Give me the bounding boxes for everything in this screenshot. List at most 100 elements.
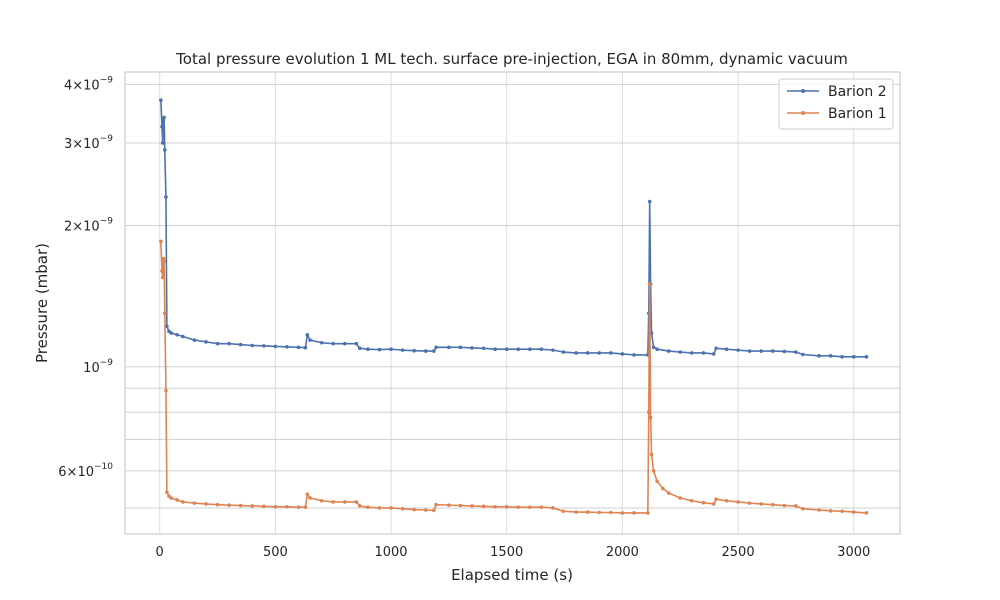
legend-label-barion-2: Barion 2	[828, 84, 887, 100]
data-point-barion-2	[354, 341, 359, 346]
data-point-barion-2	[864, 355, 869, 359]
data-point-barion-2	[666, 349, 671, 353]
data-point-barion-1	[647, 282, 652, 286]
data-point-barion-1	[319, 498, 324, 503]
data-point-barion-2	[192, 338, 197, 342]
data-point-barion-1	[655, 479, 659, 484]
data-point-barion-1	[160, 269, 164, 273]
y-axis-label: Pressure (mbar)	[33, 243, 51, 363]
data-point-barion-2	[632, 353, 636, 357]
data-point-barion-2	[597, 351, 602, 355]
data-point-barion-1	[303, 505, 308, 509]
data-point-barion-2	[227, 341, 231, 346]
data-point-barion-1	[227, 503, 231, 507]
data-point-barion-1	[632, 511, 636, 515]
x-tick-label: 1500	[490, 545, 523, 560]
data-point-barion-2	[238, 342, 243, 347]
legend-marker-barion-2	[801, 89, 805, 93]
data-point-barion-1	[646, 511, 650, 515]
data-point-barion-2	[714, 346, 718, 351]
data-point-barion-1	[651, 469, 656, 473]
legend: Barion 2 Barion 1	[778, 78, 894, 130]
data-point-barion-2	[164, 195, 168, 199]
data-point-barion-2	[516, 347, 521, 352]
data-point-barion-1	[285, 504, 289, 509]
y-tick-label: 10−9	[83, 358, 113, 376]
data-point-barion-2	[828, 354, 833, 358]
data-point-barion-2	[561, 350, 566, 354]
data-point-barion-1	[678, 496, 683, 500]
data-point-barion-2	[724, 347, 729, 352]
data-point-barion-2	[215, 341, 220, 346]
data-point-barion-2	[319, 340, 324, 345]
series-line-barion-1	[160, 241, 867, 514]
data-point-barion-2	[759, 349, 763, 353]
data-point-barion-1	[458, 503, 463, 508]
x-axis-label: Elapsed time (s)	[451, 566, 573, 584]
data-point-barion-1	[609, 510, 613, 515]
data-point-barion-1	[551, 506, 555, 510]
data-point-barion-1	[701, 500, 706, 505]
data-point-barion-2	[400, 348, 405, 352]
data-point-barion-2	[470, 346, 474, 350]
data-point-barion-2	[273, 344, 278, 349]
data-point-barion-1	[296, 505, 301, 509]
data-point-barion-2	[331, 341, 336, 346]
x-axis-ticks: 0 500 1000 1500 2000 2500 3000	[156, 545, 871, 560]
data-point-barion-1	[412, 507, 416, 512]
x-tick-label: 500	[263, 545, 288, 560]
data-point-barion-2	[308, 338, 312, 342]
data-point-barion-2	[389, 347, 393, 352]
data-point-barion-1	[620, 511, 625, 515]
data-point-barion-1	[181, 500, 185, 504]
y-tick-label: 2×10−9	[64, 217, 113, 235]
data-point-barion-1	[175, 498, 179, 502]
data-point-barion-2	[794, 350, 798, 354]
data-point-barion-2	[423, 349, 428, 353]
data-point-barion-1	[504, 504, 509, 509]
data-point-barion-1	[724, 498, 729, 503]
data-point-barion-2	[204, 340, 208, 344]
data-point-barion-1	[215, 502, 220, 507]
data-point-barion-1	[561, 509, 566, 514]
data-point-barion-2	[770, 349, 775, 353]
data-point-barion-1	[305, 492, 310, 496]
data-point-barion-2	[160, 124, 164, 129]
data-point-barion-1	[817, 508, 821, 512]
data-point-barion-2	[162, 115, 166, 120]
x-tick-label: 3000	[837, 545, 870, 560]
data-point-barion-1	[162, 259, 166, 263]
data-point-barion-2	[412, 348, 416, 353]
data-point-barion-1	[389, 506, 393, 510]
data-point-barion-1	[470, 504, 474, 508]
data-point-barion-2	[377, 347, 382, 352]
data-point-barion-2	[551, 348, 555, 352]
data-point-barion-2	[162, 148, 167, 152]
data-point-barion-2	[296, 345, 301, 350]
x-tick-label: 2000	[606, 545, 639, 560]
x-tick-label: 0	[156, 545, 164, 560]
data-point-barion-2	[701, 351, 706, 355]
data-point-barion-1	[164, 388, 168, 393]
data-point-barion-2	[539, 347, 544, 352]
data-point-barion-1	[794, 504, 798, 508]
data-point-barion-1	[666, 491, 671, 495]
data-point-barion-2	[801, 352, 805, 357]
data-point-barion-2	[262, 344, 266, 348]
legend-marker-barion-1	[801, 111, 805, 115]
data-point-barion-2	[303, 345, 308, 350]
data-point-barion-1	[400, 506, 405, 511]
data-point-barion-2	[609, 351, 613, 355]
data-point-barion-2	[285, 344, 289, 349]
data-point-barion-1	[342, 500, 347, 504]
data-point-barion-2	[736, 348, 740, 352]
data-point-barion-2	[161, 118, 166, 123]
data-point-barion-1	[377, 506, 382, 510]
data-point-barion-2	[678, 350, 683, 354]
data-point-barion-1	[204, 502, 208, 506]
data-point-barion-1	[782, 503, 787, 508]
x-tick-label: 1000	[374, 545, 407, 560]
data-point-barion-2	[620, 352, 625, 356]
data-point-barion-1	[770, 502, 775, 507]
